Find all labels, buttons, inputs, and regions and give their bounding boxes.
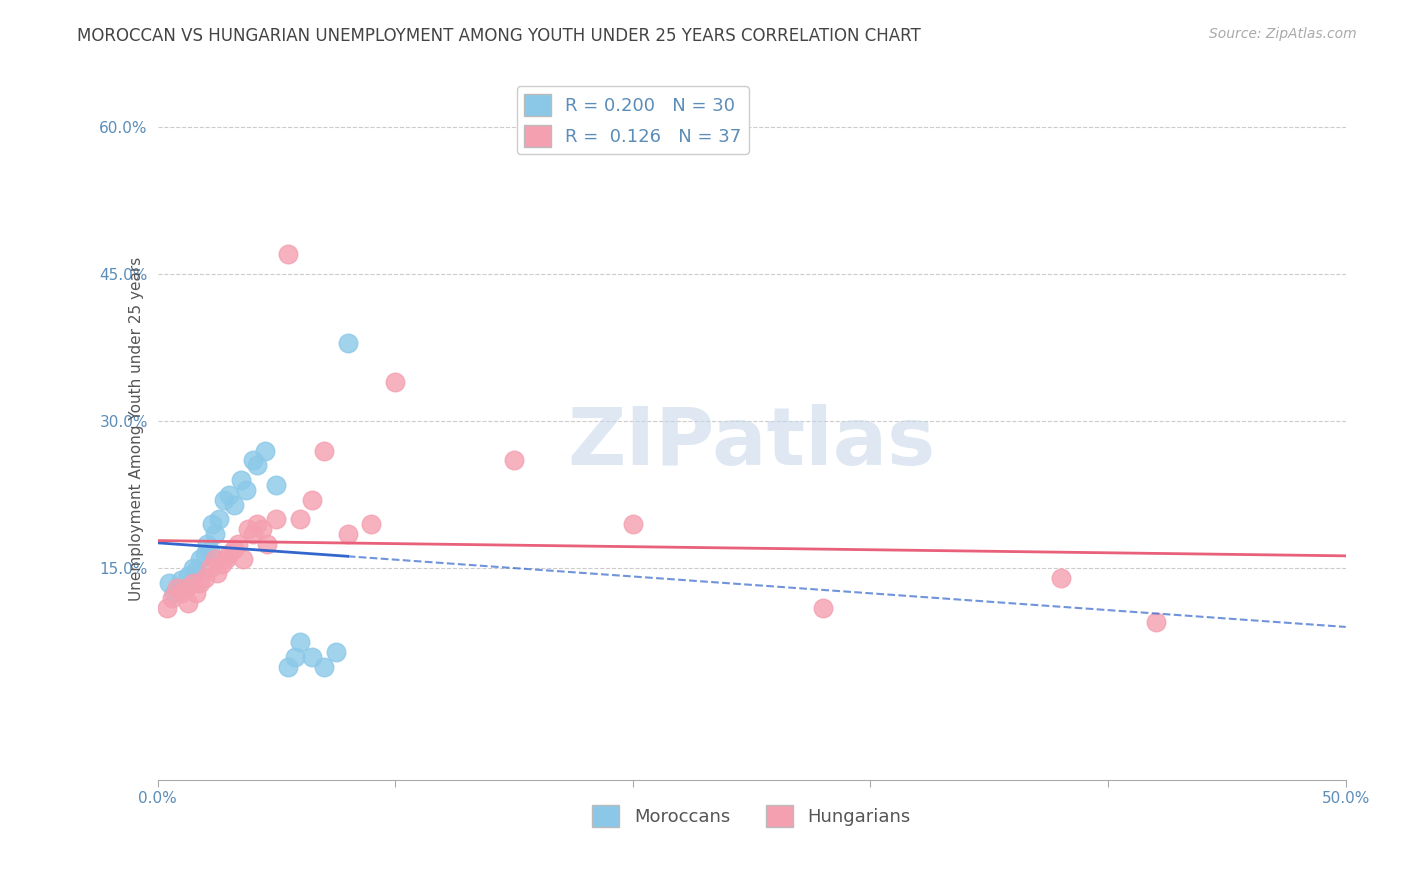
Point [194, 571, 217, 585]
Point [1049, 571, 1071, 585]
Point [288, 635, 311, 649]
Point [184, 586, 207, 600]
Point [177, 569, 200, 583]
Point [218, 488, 240, 502]
Point [181, 576, 204, 591]
Point [621, 517, 644, 532]
Point [336, 335, 359, 350]
Point [250, 522, 273, 536]
Point [325, 645, 347, 659]
Point [166, 581, 188, 595]
Point [160, 591, 183, 605]
Point [242, 527, 264, 541]
Point [312, 659, 335, 673]
Point [288, 512, 311, 526]
Point [174, 581, 197, 595]
Point [212, 492, 235, 507]
Point [246, 458, 269, 473]
Text: ZIPatlas: ZIPatlas [568, 403, 936, 482]
Y-axis label: Unemployment Among Youth under 25 years: Unemployment Among Youth under 25 years [129, 256, 143, 600]
Point [1144, 615, 1167, 630]
Point [194, 547, 217, 561]
Point [360, 517, 382, 532]
Point [246, 517, 269, 532]
Point [181, 561, 204, 575]
Point [235, 483, 257, 497]
Text: MOROCCAN VS HUNGARIAN UNEMPLOYMENT AMONG YOUTH UNDER 25 YEARS CORRELATION CHART: MOROCCAN VS HUNGARIAN UNEMPLOYMENT AMONG… [77, 27, 921, 45]
Point [174, 581, 197, 595]
Point [301, 492, 323, 507]
Point [266, 512, 288, 526]
Point [190, 576, 212, 591]
Point [204, 527, 226, 541]
Point [218, 547, 240, 561]
Point [204, 551, 226, 566]
Point [222, 541, 245, 556]
Point [336, 527, 359, 541]
Point [156, 600, 179, 615]
Point [266, 478, 288, 492]
Point [184, 563, 207, 577]
Point [197, 537, 219, 551]
Point [215, 551, 238, 566]
Point [312, 443, 335, 458]
Point [222, 498, 245, 512]
Point [284, 649, 307, 664]
Point [384, 375, 406, 389]
Point [208, 512, 231, 526]
Point [256, 537, 278, 551]
Point [228, 537, 250, 551]
Point [170, 586, 193, 600]
Point [198, 561, 221, 575]
Point [201, 517, 224, 532]
Point [503, 453, 526, 467]
Point [205, 566, 228, 581]
Point [159, 576, 181, 591]
Point [229, 473, 252, 487]
Point [177, 596, 200, 610]
Point [242, 453, 264, 467]
Point [163, 586, 186, 600]
Point [277, 659, 299, 673]
Point [811, 600, 834, 615]
Legend: Moroccans, Hungarians: Moroccans, Hungarians [585, 797, 918, 834]
Point [232, 551, 254, 566]
Point [211, 557, 233, 571]
Point [170, 574, 193, 588]
Point [253, 443, 276, 458]
Point [236, 522, 259, 536]
Point [301, 649, 323, 664]
Point [190, 551, 212, 566]
Point [198, 543, 221, 558]
Text: Source: ZipAtlas.com: Source: ZipAtlas.com [1209, 27, 1357, 41]
Point [277, 247, 299, 261]
